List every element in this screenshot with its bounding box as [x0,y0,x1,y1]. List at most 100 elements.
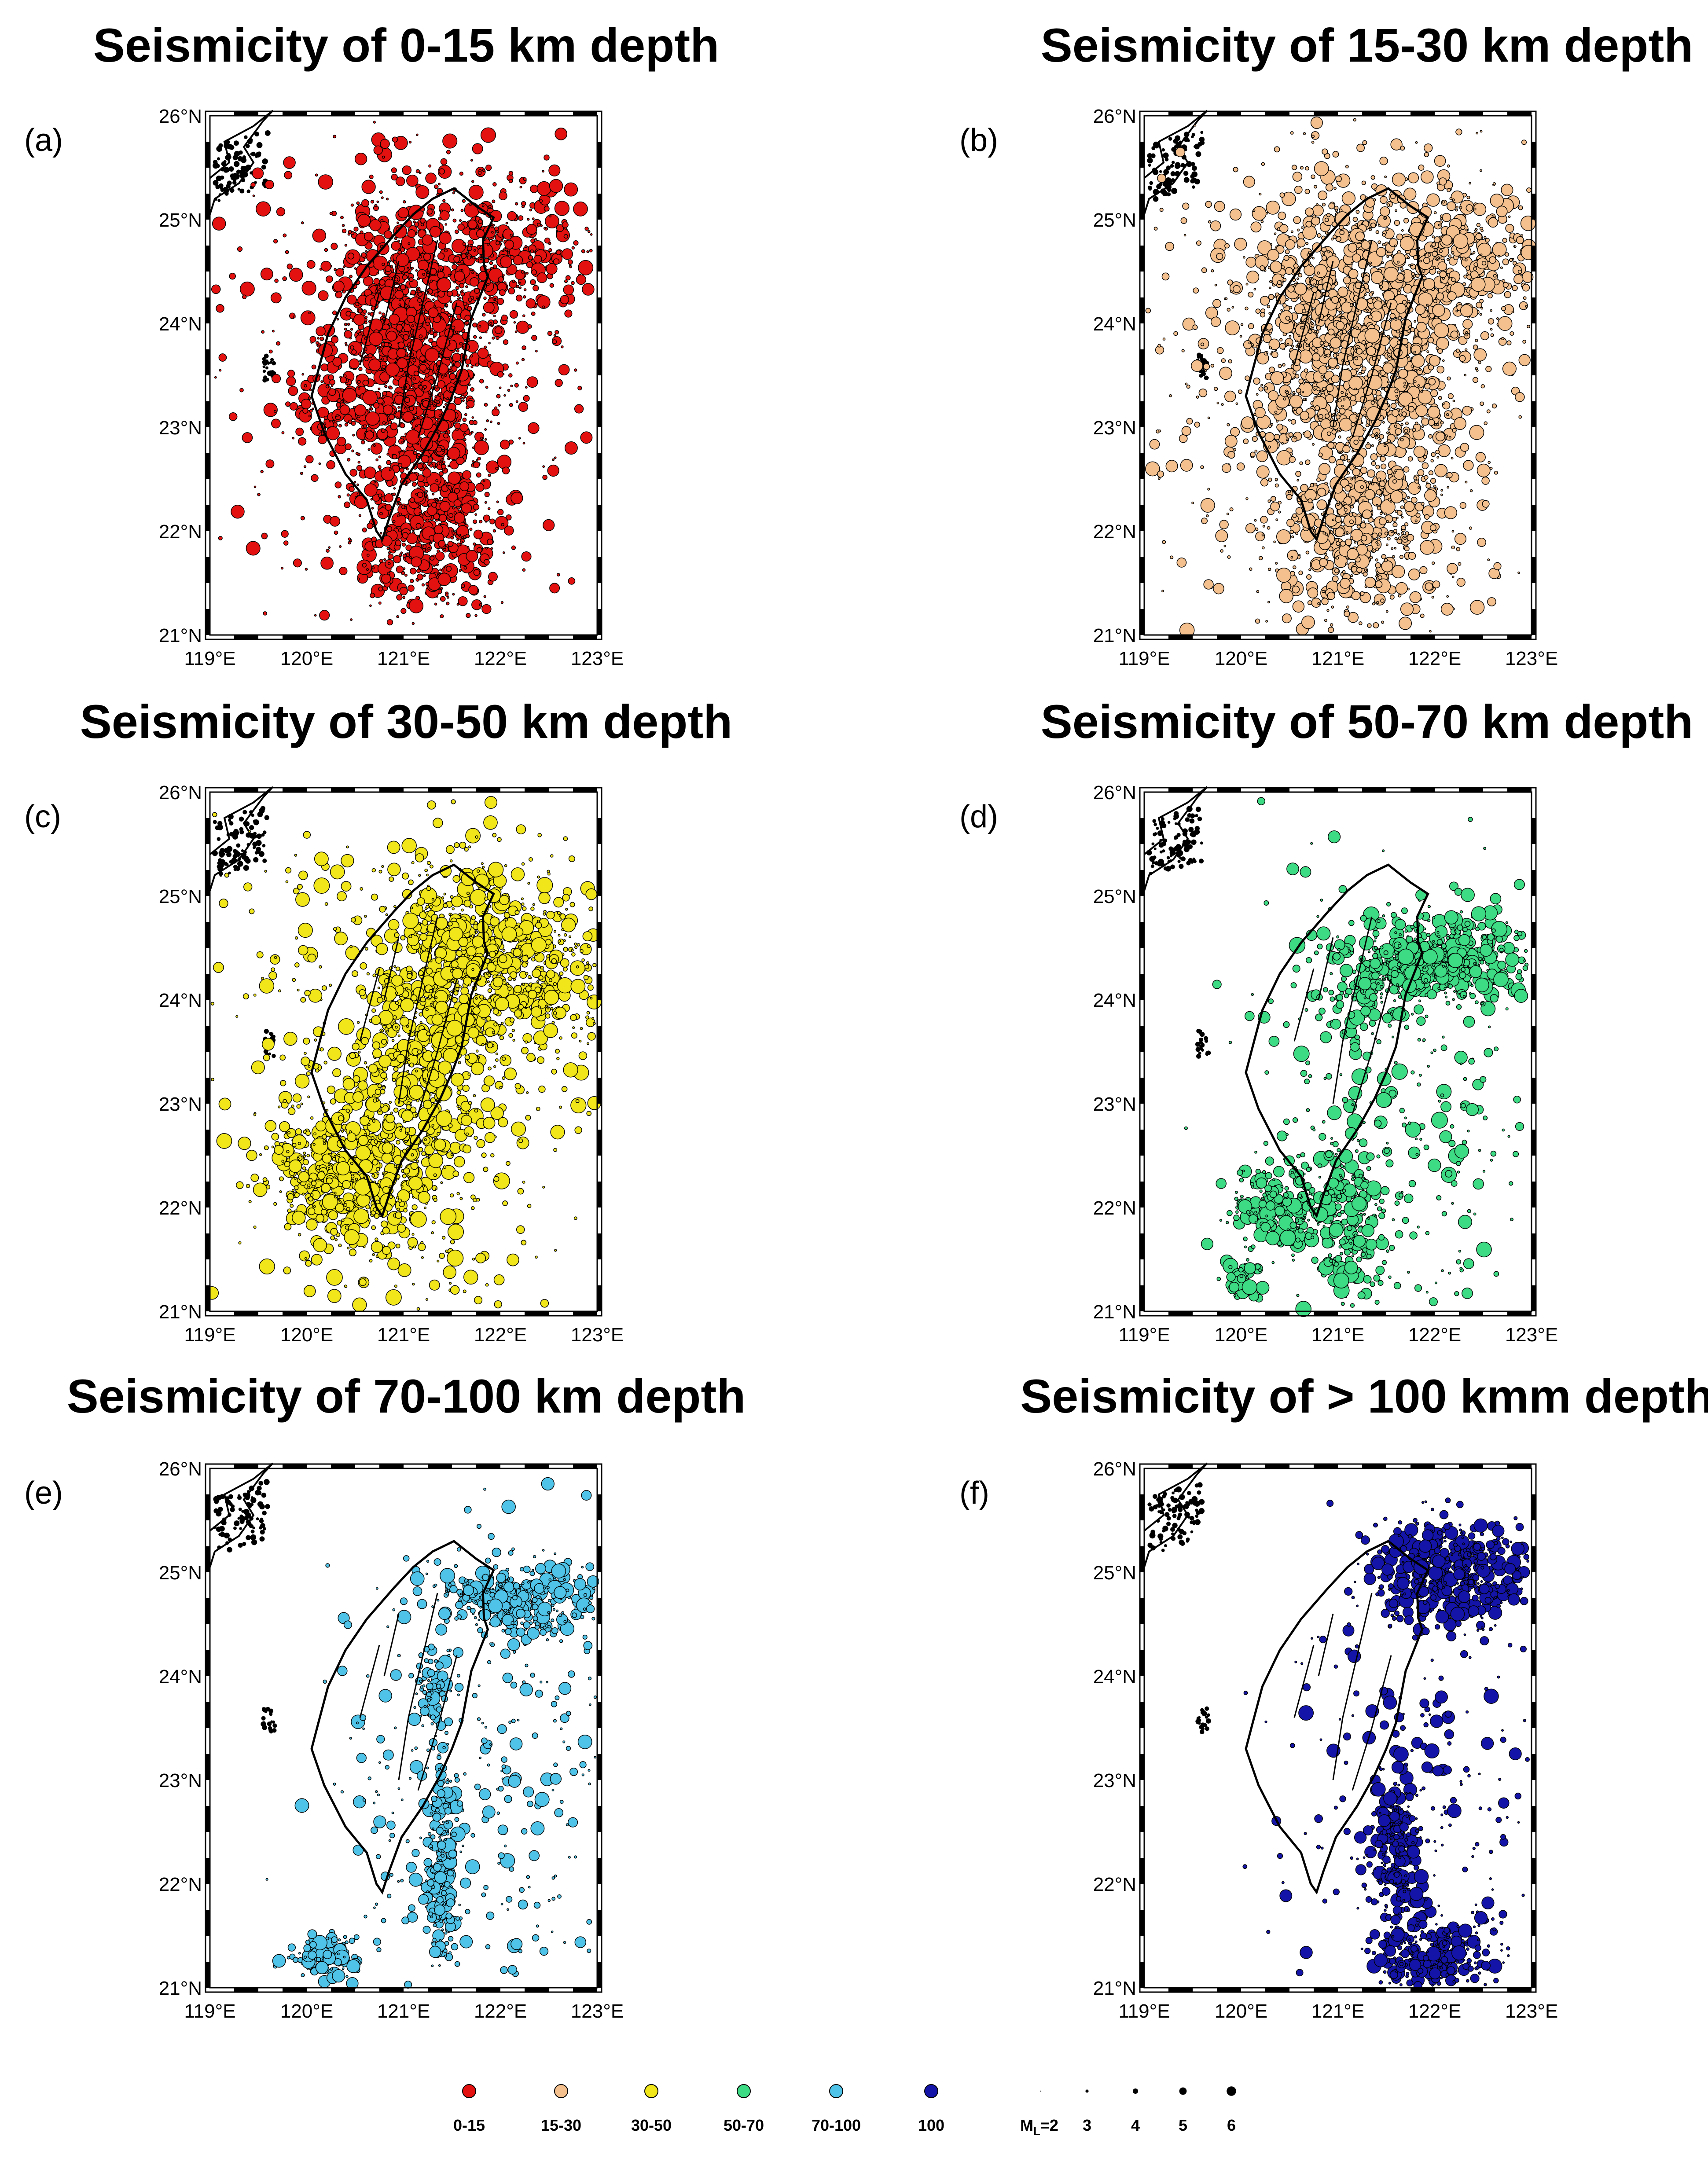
earthquake [1418,368,1421,371]
earthquake [548,164,561,176]
earthquake [350,345,354,350]
earthquake [425,518,430,523]
earthquake [407,229,416,238]
earthquake [1380,598,1385,603]
earthquake [253,485,257,488]
earthquake [1414,369,1417,372]
earthquake [1428,470,1434,476]
earthquake [367,353,373,359]
earthquake [1355,210,1360,214]
earthquake [516,285,519,288]
earthquake [472,420,478,425]
earthquake [1204,369,1207,372]
earthquake [400,284,406,290]
earthquake [250,182,256,187]
earthquake [458,419,461,422]
earthquake [1494,470,1498,475]
earthquake [529,184,539,193]
earthquake [438,462,442,466]
earthquake [1216,347,1224,354]
earthquake [373,444,376,447]
earthquake [1200,498,1215,513]
island [264,130,271,136]
earthquake [453,281,456,284]
earthquake [1377,224,1381,227]
earthquake [451,239,466,253]
earthquake [398,303,401,306]
frame-segment [476,635,500,639]
earthquake [542,465,545,468]
earthquake [276,207,286,217]
earthquake [1304,430,1311,438]
earthquake [1157,470,1164,478]
earthquake [1502,238,1507,243]
earthquake [417,474,425,482]
earthquake [1421,462,1429,470]
panel-label: (b) [959,123,998,158]
earthquake [511,545,516,550]
earthquake [392,520,396,523]
earthquake [397,514,400,517]
earthquake [483,559,490,565]
earthquake [340,216,344,220]
island [1149,181,1153,185]
earthquake [1275,562,1278,565]
island [1171,161,1175,164]
earthquake [365,411,380,426]
earthquake [511,492,523,505]
earthquake [1367,298,1374,304]
earthquake [1327,591,1335,600]
earthquake [409,556,412,559]
earthquake [410,568,417,575]
earthquake [1214,283,1217,286]
earthquake [426,289,430,292]
earthquake [364,466,376,479]
earthquake [252,167,264,180]
earthquake [415,493,418,496]
earthquake [510,234,513,237]
earthquake [1181,349,1185,352]
earthquake [1395,582,1408,595]
earthquake [416,133,419,136]
earthquake [382,262,385,266]
earthquake [455,330,459,334]
island [1194,143,1200,150]
earthquake [1283,397,1286,401]
earthquake [416,569,421,573]
earthquake [1405,422,1409,426]
earthquake [1313,185,1318,189]
earthquake [440,614,444,619]
earthquake [1392,172,1406,187]
earthquake [475,273,479,276]
earthquake [293,558,302,568]
earthquake [353,313,366,326]
earthquake [396,615,399,618]
earthquake [1410,263,1414,266]
earthquake [411,384,415,388]
earthquake [400,422,405,429]
earthquake [521,358,525,361]
earthquake [389,386,393,390]
earthquake [365,250,368,253]
earthquake [512,279,515,283]
earthquake [1310,116,1323,129]
frame-segment [597,142,602,168]
island [232,180,237,185]
earthquake [1274,295,1277,298]
island [229,188,235,193]
frame-segment [331,635,355,639]
earthquake [542,170,544,173]
earthquake [336,318,339,321]
earthquake [1476,369,1479,372]
earthquake [292,437,295,440]
earthquake [479,603,482,606]
earthquake [350,618,353,621]
earthquake [398,528,402,532]
earthquake [525,298,536,308]
island [233,140,239,146]
earthquake [1153,227,1158,231]
earthquake [1307,587,1319,598]
earthquake [478,219,483,224]
earthquake [433,305,436,308]
earthquake [416,287,419,290]
